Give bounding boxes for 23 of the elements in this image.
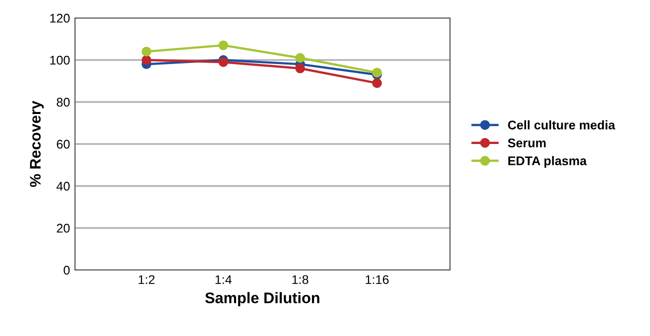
x-axis-title: Sample Dilution [205,292,320,306]
point [142,46,152,56]
x-tick-label: 1:4 [216,275,232,284]
point [295,53,306,63]
y-tick-label: 60 [56,140,70,149]
x-tick-label: 1:8 [292,275,308,284]
y-tick-label: 100 [50,56,70,65]
y-tick-label: 80 [56,98,70,107]
legend-label: Serum [508,138,546,148]
point [372,78,382,88]
point [372,68,382,78]
y-axis-title: % Recovery [30,100,44,187]
point [142,55,152,65]
y-tick-label: 0 [64,266,70,275]
point [218,40,228,50]
x-tick-label: 1:2 [138,275,155,284]
y-tick-label: 40 [56,182,70,191]
point [295,64,306,74]
legend-label: Cell culture media [508,120,616,130]
legend-label: EDTA plasma [508,156,587,168]
x-tick-label: 1:16 [366,275,389,284]
y-tick-label: 20 [56,224,70,233]
y-tick-label: 120 [50,14,70,23]
